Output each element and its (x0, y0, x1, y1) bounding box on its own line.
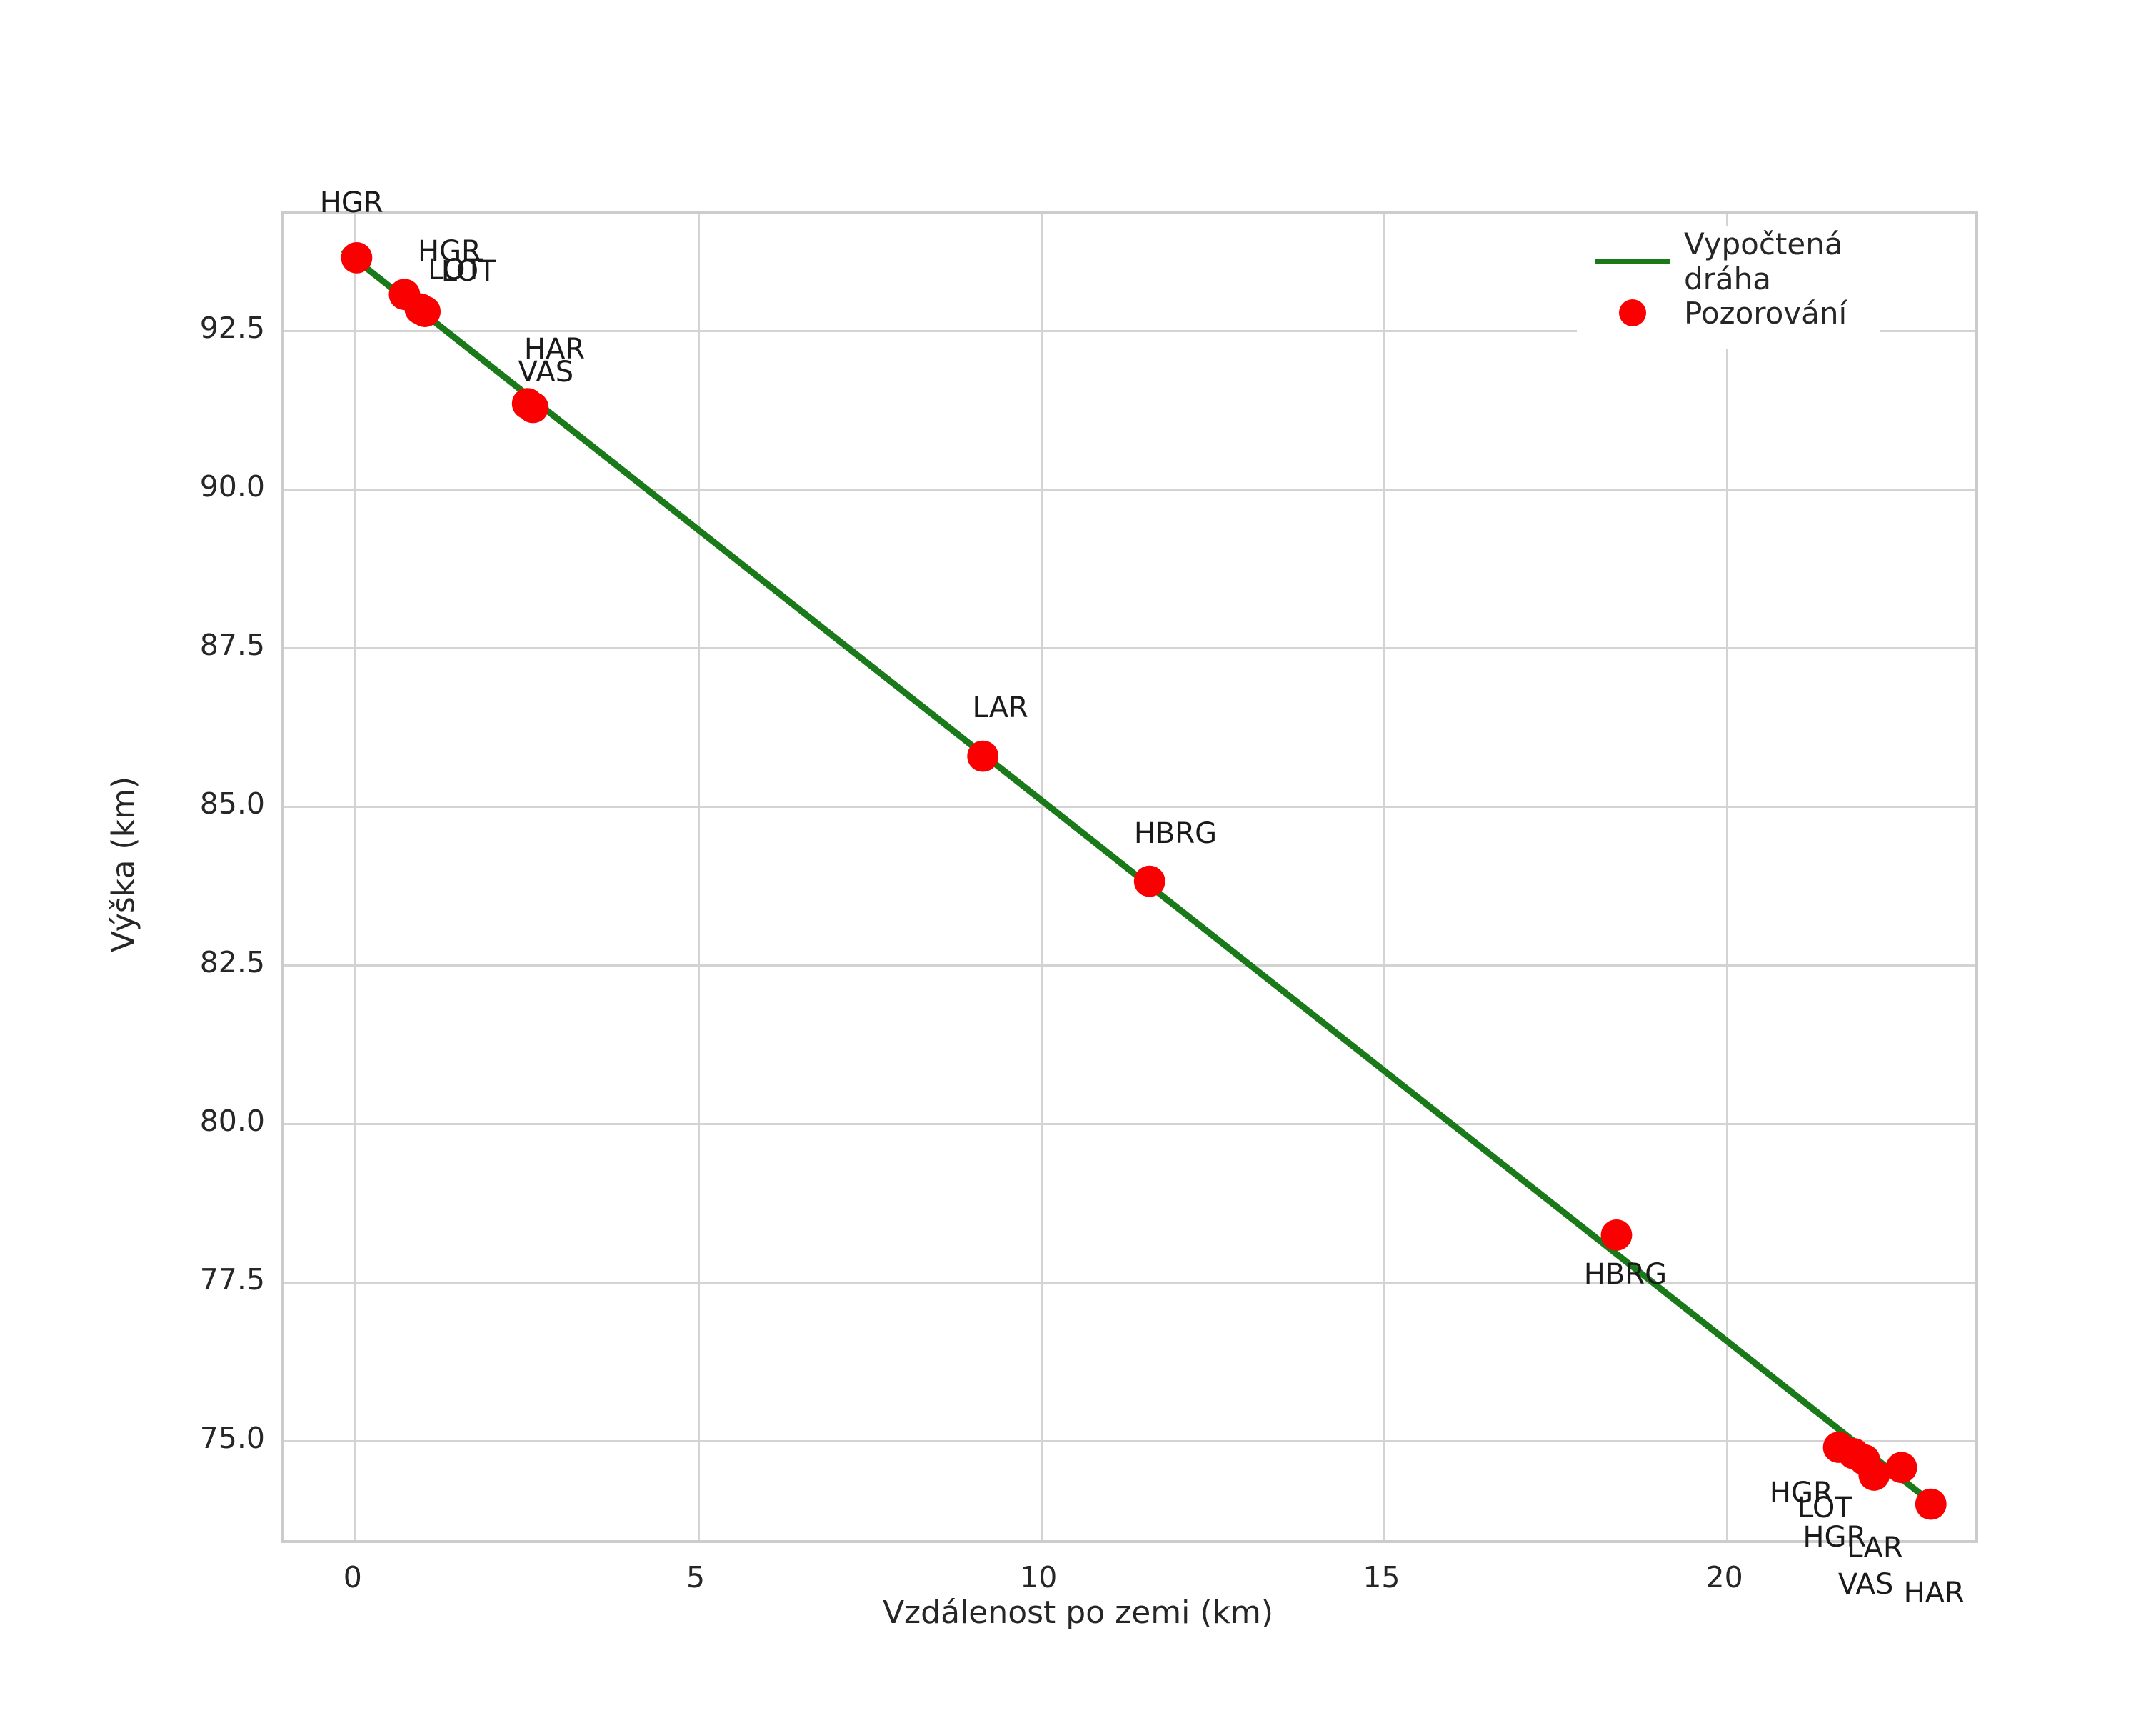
grid-line-vertical (1040, 214, 1043, 1540)
x-tick-label: 5 (686, 1560, 706, 1594)
observation-point (967, 740, 999, 772)
y-tick-label: 80.0 (199, 1104, 265, 1139)
grid-line-vertical (1383, 214, 1385, 1540)
grid-line-horizontal (284, 805, 1975, 808)
chart-legend: Vypočtená dráha Pozorování (1577, 226, 1880, 349)
y-tick-label: 77.5 (199, 1262, 265, 1297)
grid-line-horizontal (284, 1281, 1975, 1284)
y-tick-label: 92.5 (199, 311, 265, 346)
grid-line-horizontal (284, 964, 1975, 967)
y-tick-label: 87.5 (199, 628, 265, 663)
x-tick-label: 20 (1705, 1560, 1743, 1594)
grid-line-horizontal (284, 1439, 1975, 1442)
grid-line-vertical (697, 214, 700, 1540)
x-tick-label: 0 (343, 1560, 362, 1594)
x-tick-label: 15 (1363, 1560, 1400, 1594)
legend-label-line: Vypočtená dráha (1684, 226, 1843, 296)
grid-line-horizontal (284, 646, 1975, 649)
grid-line-horizontal (284, 488, 1975, 491)
legend-item-scatter: Pozorování (1590, 287, 1867, 339)
y-tick-label: 82.5 (199, 945, 265, 980)
legend-label-scatter: Pozorování (1684, 295, 1847, 331)
grid-line-vertical (1726, 214, 1729, 1540)
observation-point (1133, 865, 1165, 897)
x-axis-title: Vzdálenost po zemi (km) (882, 1594, 1274, 1631)
plot-area: HGR HGR LOT LOT HAR VAS LAR HBRG HBRG HGR LOT HGR LA… (281, 186, 1978, 1609)
y-tick-label: 85.0 (199, 786, 265, 821)
y-axis-title-wrap: Výška (km) (102, 0, 145, 1728)
observation-point (341, 241, 373, 274)
observation-point (1885, 1452, 1917, 1484)
legend-item-line: Vypočtená dráha (1590, 226, 1867, 296)
legend-line-swatch (1590, 240, 1675, 283)
observation-markers (341, 241, 1947, 1520)
grid-line-vertical (354, 214, 357, 1540)
y-axis-title: Výška (km) (105, 776, 142, 952)
observation-point (1915, 1488, 1947, 1520)
grid-line-horizontal (284, 329, 1975, 332)
observation-point (1600, 1219, 1633, 1251)
grid-line-horizontal (284, 1122, 1975, 1125)
x-tick-label: 10 (1020, 1560, 1058, 1594)
observation-point (1858, 1459, 1890, 1491)
data-layer (341, 241, 1947, 1520)
y-tick-label: 75.0 (199, 1421, 265, 1456)
legend-dot-swatch (1590, 291, 1675, 334)
observation-point (409, 296, 441, 327)
y-tick-label: 90.0 (199, 469, 265, 504)
observation-point (517, 391, 549, 424)
